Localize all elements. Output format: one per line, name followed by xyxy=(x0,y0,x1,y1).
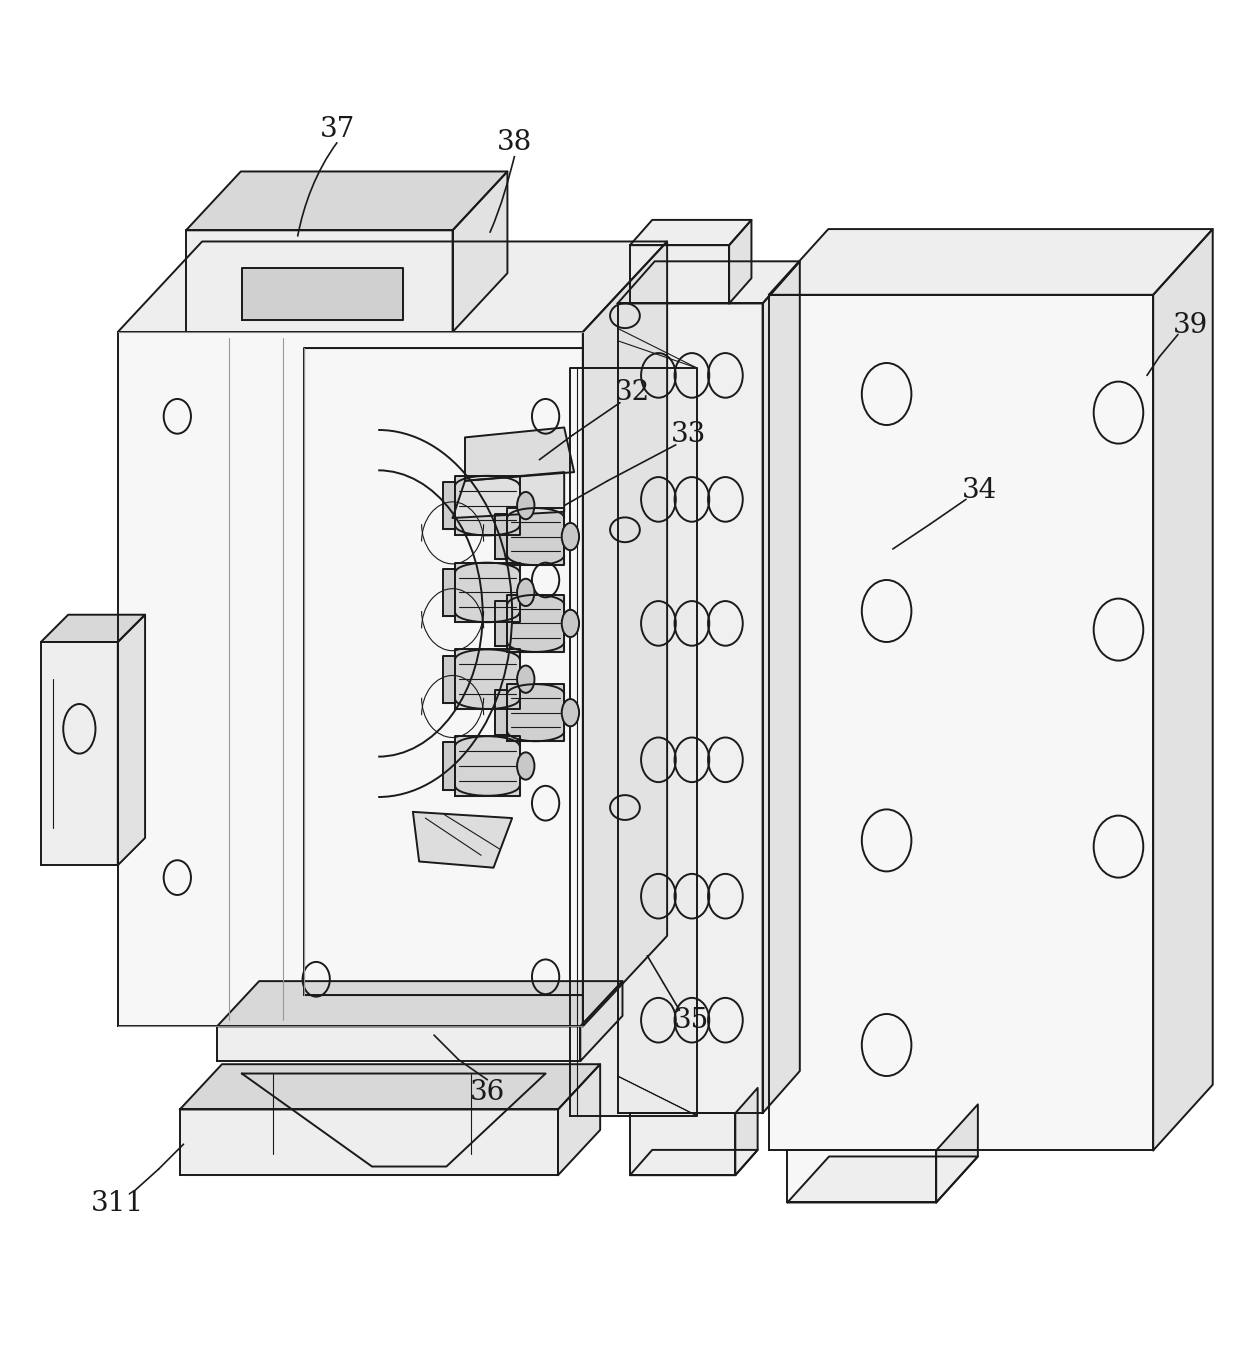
Polygon shape xyxy=(630,245,729,303)
Polygon shape xyxy=(507,595,564,651)
Polygon shape xyxy=(217,981,622,1027)
Ellipse shape xyxy=(562,699,579,727)
Polygon shape xyxy=(186,230,453,332)
Text: 36: 36 xyxy=(470,1078,505,1105)
Ellipse shape xyxy=(517,665,534,693)
Polygon shape xyxy=(41,615,145,642)
Ellipse shape xyxy=(517,491,534,520)
Polygon shape xyxy=(1153,229,1213,1151)
Polygon shape xyxy=(443,482,455,529)
Text: 38: 38 xyxy=(497,129,532,156)
Polygon shape xyxy=(618,303,763,1113)
Polygon shape xyxy=(217,1027,580,1061)
Text: 33: 33 xyxy=(671,421,706,448)
Polygon shape xyxy=(787,1151,936,1202)
Text: 311: 311 xyxy=(92,1190,144,1217)
Polygon shape xyxy=(763,261,800,1113)
Polygon shape xyxy=(443,743,455,790)
Polygon shape xyxy=(455,476,520,536)
Polygon shape xyxy=(787,1156,978,1202)
Polygon shape xyxy=(455,563,520,622)
Polygon shape xyxy=(495,514,507,559)
Polygon shape xyxy=(630,1113,735,1175)
Polygon shape xyxy=(507,684,564,742)
Polygon shape xyxy=(630,219,751,245)
Polygon shape xyxy=(180,1109,558,1175)
Polygon shape xyxy=(936,1105,978,1202)
Polygon shape xyxy=(242,268,403,319)
Polygon shape xyxy=(495,602,507,646)
Polygon shape xyxy=(304,349,583,996)
Polygon shape xyxy=(118,332,583,1027)
Polygon shape xyxy=(735,1088,758,1175)
Polygon shape xyxy=(570,367,697,1116)
Polygon shape xyxy=(558,1065,600,1175)
Polygon shape xyxy=(769,295,1153,1151)
Polygon shape xyxy=(443,569,455,616)
Polygon shape xyxy=(453,171,507,332)
Polygon shape xyxy=(455,649,520,709)
Polygon shape xyxy=(583,241,667,1027)
Polygon shape xyxy=(186,171,507,230)
Polygon shape xyxy=(729,219,751,303)
Ellipse shape xyxy=(517,752,534,779)
Polygon shape xyxy=(465,428,574,481)
Text: 35: 35 xyxy=(675,1007,709,1034)
Ellipse shape xyxy=(562,524,579,551)
Polygon shape xyxy=(769,229,1213,295)
Text: 37: 37 xyxy=(320,116,355,144)
Text: 32: 32 xyxy=(615,380,650,406)
Polygon shape xyxy=(507,507,564,565)
Polygon shape xyxy=(455,736,520,795)
Polygon shape xyxy=(443,656,455,703)
Polygon shape xyxy=(580,981,622,1061)
Polygon shape xyxy=(118,615,145,865)
Polygon shape xyxy=(413,812,512,868)
Polygon shape xyxy=(41,642,118,865)
Polygon shape xyxy=(618,261,800,303)
Polygon shape xyxy=(453,472,564,518)
Polygon shape xyxy=(180,1065,600,1109)
Text: 34: 34 xyxy=(962,478,997,505)
Polygon shape xyxy=(242,1074,546,1167)
Polygon shape xyxy=(630,1149,758,1175)
Ellipse shape xyxy=(562,610,579,637)
Polygon shape xyxy=(118,241,667,332)
Text: 39: 39 xyxy=(1173,312,1208,339)
Ellipse shape xyxy=(517,579,534,606)
Polygon shape xyxy=(495,690,507,735)
